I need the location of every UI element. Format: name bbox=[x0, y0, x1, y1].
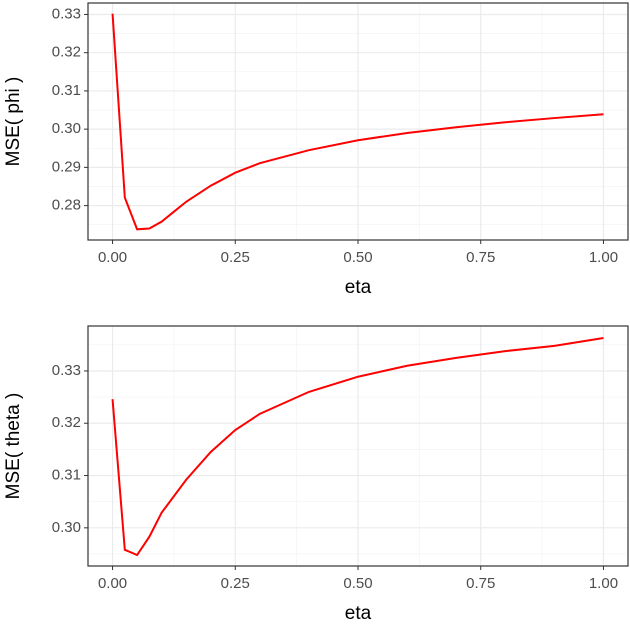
x-tick-label: 1.00 bbox=[589, 575, 618, 592]
x-tick-label: 0.50 bbox=[343, 249, 372, 266]
y-tick-label: 0.31 bbox=[52, 82, 81, 99]
y-tick-label: 0.33 bbox=[52, 362, 81, 379]
x-tick-label: 1.00 bbox=[589, 249, 618, 266]
line bbox=[111, 337, 604, 557]
x-tick-label: 0.25 bbox=[221, 575, 250, 592]
x-tick-label: 0.50 bbox=[343, 575, 372, 592]
x-tick-label: 0.00 bbox=[98, 249, 127, 266]
y-tick-label: 0.30 bbox=[52, 120, 81, 137]
y-tick-label: 0.28 bbox=[52, 197, 81, 214]
x-tick-label: 0.75 bbox=[466, 575, 495, 592]
x-tick-label: 0.00 bbox=[98, 575, 127, 592]
y-tick-label: 0.32 bbox=[52, 414, 81, 431]
y-tick-label: 0.30 bbox=[52, 519, 81, 536]
y-tick-label: 0.31 bbox=[52, 467, 81, 484]
x-tick-label: 0.25 bbox=[221, 249, 250, 266]
y-tick-label: 0.32 bbox=[52, 44, 81, 61]
panel-border bbox=[87, 325, 629, 567]
y-tick-label: 0.33 bbox=[52, 5, 81, 22]
panel-border bbox=[87, 2, 629, 241]
y-tick-label: 0.29 bbox=[52, 158, 81, 175]
y-axis-title: MSE( theta ) bbox=[3, 393, 24, 500]
line bbox=[111, 13, 604, 231]
x-axis-title: eta bbox=[345, 603, 372, 624]
x-axis-title: eta bbox=[345, 277, 372, 298]
x-tick-label: 0.75 bbox=[466, 249, 495, 266]
y-axis-title: MSE( phi ) bbox=[3, 77, 24, 167]
